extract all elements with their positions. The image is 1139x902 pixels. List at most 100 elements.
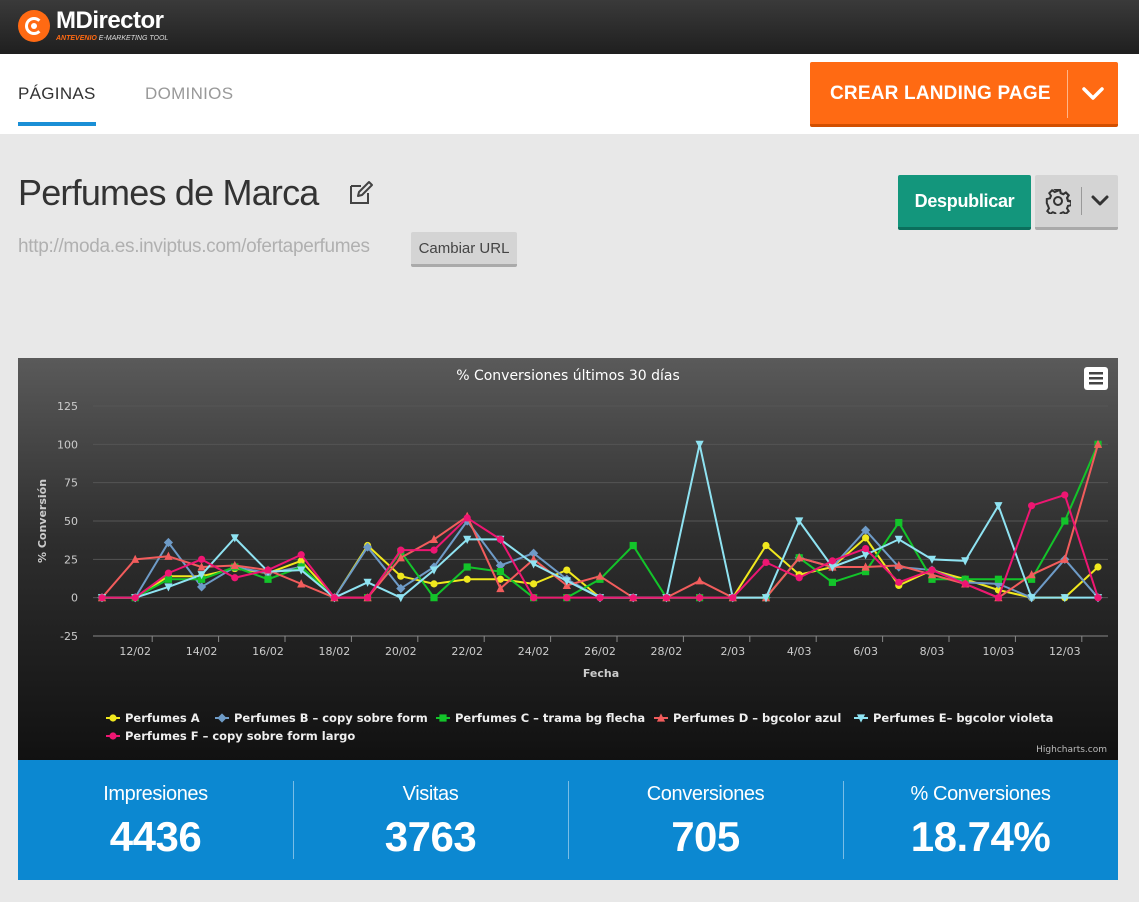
gear-icon [1045, 189, 1071, 214]
chevron-down-icon[interactable] [1080, 80, 1106, 106]
data-point [297, 566, 306, 575]
data-point [961, 575, 969, 583]
data-point [828, 557, 837, 565]
legend-item[interactable]: Perfumes D – bgcolor azul [654, 711, 841, 725]
data-point [496, 535, 504, 543]
page-title: Perfumes de Marca [18, 172, 319, 213]
settings-divider [1081, 187, 1082, 215]
x-tick-label: 12/03 [1049, 645, 1081, 658]
data-point [363, 578, 372, 587]
data-point [629, 541, 637, 550]
data-point [894, 560, 903, 570]
data-point [396, 583, 406, 594]
data-point [496, 583, 505, 593]
data-point [994, 575, 1002, 583]
chart-canvas: % Conversiones últimos 30 días -25 0 25 50 75… [36, 367, 1108, 755]
chevron-down-icon[interactable] [1089, 189, 1111, 211]
data-point [695, 576, 704, 585]
chart-credits[interactable]: Highcharts.com [1036, 745, 1107, 755]
legend-item[interactable]: Perfumes B – copy sobre form [215, 711, 428, 725]
data-point [529, 548, 539, 558]
tagline-product: E-MARKETING TOOL [98, 35, 169, 42]
data-point [662, 594, 671, 602]
page-url[interactable]: http://moda.es.inviptus.com/ofertaperfum… [18, 236, 370, 257]
data-point [961, 557, 970, 566]
data-point [795, 517, 804, 526]
chart-title: % Conversiones últimos 30 días [456, 368, 680, 384]
conversions-chart: % Conversiones últimos 30 días -25 0 25 50 75… [18, 358, 1118, 760]
tagline-company: ANTEVENIO [56, 35, 97, 42]
app-logo[interactable]: MDirector ANTEVENIO E-MARKETING TOOL [18, 8, 168, 44]
data-point [463, 514, 471, 522]
data-point [861, 525, 871, 535]
data-point [994, 502, 1003, 511]
tab-dominios[interactable]: DOMINIOS [145, 84, 234, 103]
data-point [1094, 594, 1102, 602]
data-point [861, 562, 870, 571]
legend-label: Perfumes E– bgcolor violeta [873, 711, 1053, 725]
legend-label: Perfumes C – trama bg flecha [455, 711, 645, 725]
data-point [1093, 439, 1103, 448]
data-point [1060, 554, 1069, 563]
data-point [562, 577, 571, 586]
y-axis-label: % Conversión [36, 479, 49, 563]
y-tick-label: 25 [64, 553, 78, 566]
data-point [396, 594, 405, 603]
data-point [961, 580, 969, 588]
y-tick-label: 50 [64, 515, 78, 528]
edit-icon[interactable] [348, 180, 374, 206]
data-point [198, 555, 206, 563]
x-tick-label: 10/03 [983, 645, 1015, 658]
button-divider [1067, 70, 1068, 118]
x-tick-label: 14/02 [186, 645, 218, 658]
data-point [430, 580, 438, 588]
menu-icon[interactable] [1084, 367, 1108, 390]
stat-label: Conversiones [646, 783, 765, 805]
stat-label: % Conversiones [910, 783, 1051, 805]
data-point [928, 575, 936, 583]
data-point [1061, 491, 1069, 499]
data-point [862, 568, 870, 576]
data-point [1028, 502, 1036, 510]
data-point [530, 580, 538, 588]
data-point [430, 594, 438, 602]
data-point [928, 566, 936, 574]
legend-item[interactable]: Perfumes F – copy sobre form largo [106, 729, 355, 743]
data-point [895, 578, 903, 586]
tab-paginas[interactable]: PÁGINAS [18, 84, 96, 103]
data-point [1060, 594, 1069, 603]
data-point [231, 574, 239, 582]
stat-value: 18.74% [910, 813, 1051, 860]
data-point [463, 575, 471, 583]
data-point [131, 554, 140, 563]
data-point [197, 562, 206, 571]
legend-item[interactable]: Perfumes E– bgcolor violeta [854, 711, 1053, 725]
stat-label: Visitas [402, 783, 459, 805]
data-point [696, 594, 704, 602]
legend-item[interactable]: Perfumes A [106, 711, 200, 725]
legend-label: Perfumes B – copy sobre form [234, 711, 428, 725]
data-point [762, 558, 770, 566]
x-tick-label: 16/02 [252, 645, 284, 658]
series-6 [98, 491, 1102, 602]
create-landing-page-label: CREAR LANDING PAGE [830, 83, 1051, 104]
unpublish-button[interactable]: Despublicar [898, 175, 1031, 230]
data-point [629, 594, 637, 602]
data-point [197, 571, 206, 580]
data-point [463, 535, 472, 544]
data-point [397, 546, 405, 554]
stat-value: 4436 [109, 813, 202, 860]
stats-bar: Impresiones 4436 Visitas 3763 Conversion… [18, 760, 1118, 880]
create-landing-page-button[interactable]: CREAR LANDING PAGE [810, 62, 1118, 127]
data-point [297, 557, 305, 565]
stat-conversiones: Conversiones 705 [568, 760, 843, 880]
change-url-button[interactable]: Cambiar URL [411, 232, 517, 267]
data-point [529, 560, 538, 569]
x-tick-label: 18/02 [319, 645, 351, 658]
data-point [828, 563, 837, 572]
data-point [197, 582, 207, 592]
y-tick-label: 0 [71, 592, 78, 605]
legend-item[interactable]: Perfumes C – trama bg flecha [436, 711, 645, 725]
settings-dropdown-button[interactable] [1035, 175, 1118, 230]
data-point [862, 545, 870, 553]
